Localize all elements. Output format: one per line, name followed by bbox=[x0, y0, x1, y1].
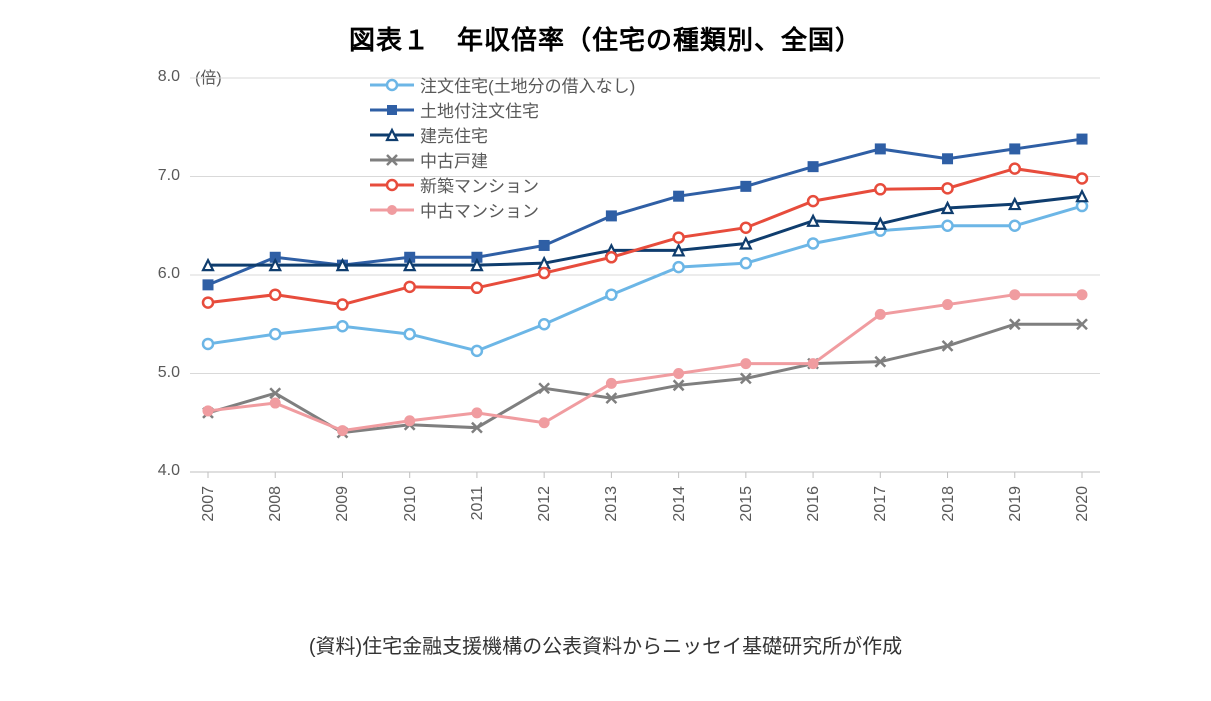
series-new-condo bbox=[203, 164, 1087, 310]
series-used-condo bbox=[203, 290, 1087, 436]
x-tick-label: 2012 bbox=[536, 486, 554, 522]
legend-swatch bbox=[370, 125, 414, 145]
x-tick-label: 2007 bbox=[200, 486, 218, 522]
line-chart bbox=[190, 70, 1100, 480]
page: 図表１ 年収倍率（住宅の種類別、全国） (倍) 4.05.06.07.08.02… bbox=[0, 0, 1211, 701]
legend-swatch bbox=[370, 150, 414, 170]
legend-label: 土地付注文住宅 bbox=[420, 97, 539, 122]
x-tick-label: 2009 bbox=[334, 486, 352, 522]
series-custom-house-no-land bbox=[203, 201, 1087, 356]
legend-label: 中古マンション bbox=[420, 197, 539, 222]
legend-item-new-condo: 新築マンション bbox=[370, 172, 635, 197]
legend-item-used-condo: 中古マンション bbox=[370, 197, 635, 222]
chart-title: 図表１ 年収倍率（住宅の種類別、全国） bbox=[0, 20, 1211, 57]
x-tick-label: 2015 bbox=[738, 486, 756, 522]
legend-label: 中古戸建 bbox=[420, 147, 488, 172]
legend-item-used-detached-house: 中古戸建 bbox=[370, 147, 635, 172]
x-tick-label: 2011 bbox=[469, 486, 487, 520]
y-tick-label: 5.0 bbox=[140, 364, 180, 382]
y-tick-label: 7.0 bbox=[140, 167, 180, 185]
source-caption: (資料)住宅金融支援機構の公表資料からニッセイ基礎研究所が作成 bbox=[0, 630, 1211, 659]
x-tick-label: 2017 bbox=[872, 486, 890, 522]
y-tick-label: 6.0 bbox=[140, 265, 180, 283]
legend-label: 新築マンション bbox=[420, 172, 539, 197]
legend-item-ready-built-house: 建売住宅 bbox=[370, 122, 635, 147]
x-tick-label: 2020 bbox=[1074, 486, 1092, 522]
x-tick-label: 2014 bbox=[671, 486, 689, 522]
x-tick-label: 2018 bbox=[940, 486, 958, 522]
y-tick-label: 8.0 bbox=[140, 68, 180, 86]
x-tick-label: 2013 bbox=[603, 486, 621, 522]
legend-item-custom-house-with-land: 土地付注文住宅 bbox=[370, 97, 635, 122]
series-ready-built-house bbox=[203, 191, 1087, 270]
x-tick-label: 2010 bbox=[402, 486, 420, 522]
x-tick-label: 2016 bbox=[805, 486, 823, 522]
legend-item-custom-house-no-land: 注文住宅(土地分の借入なし) bbox=[370, 72, 635, 97]
legend: 注文住宅(土地分の借入なし)土地付注文住宅建売住宅中古戸建新築マンション中古マン… bbox=[370, 72, 635, 222]
x-tick-label: 2019 bbox=[1007, 486, 1025, 522]
legend-swatch bbox=[370, 200, 414, 220]
x-tick-label: 2008 bbox=[267, 486, 285, 522]
legend-label: 注文住宅(土地分の借入なし) bbox=[420, 72, 635, 97]
legend-label: 建売住宅 bbox=[420, 122, 488, 147]
legend-swatch bbox=[370, 100, 414, 120]
legend-swatch bbox=[370, 175, 414, 195]
legend-swatch bbox=[370, 75, 414, 95]
y-tick-label: 4.0 bbox=[140, 462, 180, 480]
